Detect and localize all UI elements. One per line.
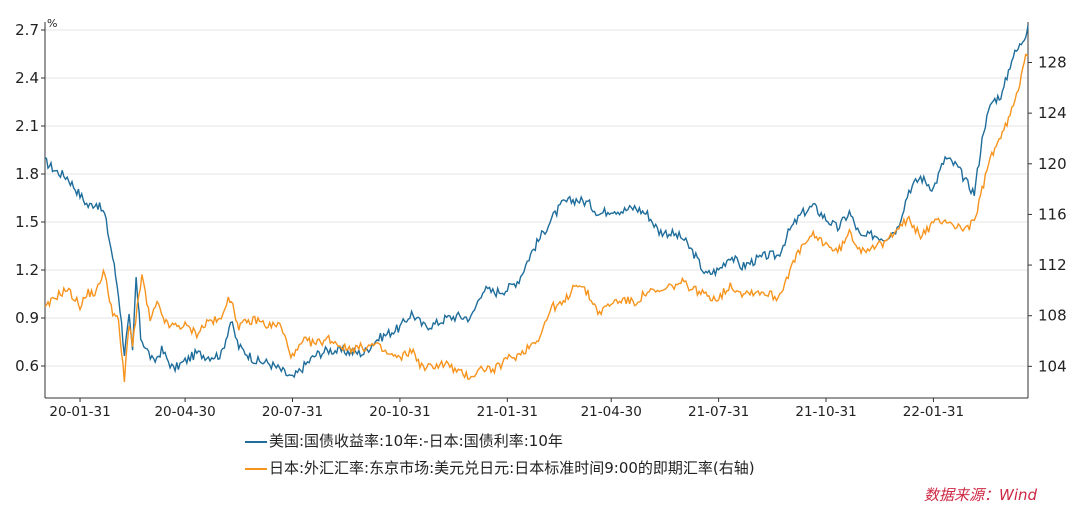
left-tick-label: 2.7 <box>15 21 39 39</box>
left-tick-label: 1.2 <box>15 261 39 279</box>
x-tick-label: 20-04-30 <box>154 404 215 420</box>
right-axis-ticks: 128 124 120 116 112 108 104 <box>1028 54 1067 375</box>
legend-item-usdjpy: 日本:外汇汇率:东京市场:美元兑日元:日本标准时间9:00的即期汇率(右轴) <box>245 457 755 478</box>
left-tick-label: 2.1 <box>15 117 39 135</box>
gridlines <box>45 29 1028 367</box>
left-axis-ticks: 2.7 2.4 2.1 1.8 1.5 1.2 0.9 0.6 <box>15 21 45 375</box>
x-tick-label: 20-07-31 <box>262 404 323 420</box>
right-tick-label: 112 <box>1038 256 1067 274</box>
x-tick-label: 20-01-31 <box>49 404 110 420</box>
x-axis-ticks: 20-01-31 20-04-30 20-07-31 20-10-31 21-01-31… <box>49 398 964 420</box>
left-tick-label: 2.4 <box>15 69 39 87</box>
right-tick-label: 120 <box>1038 155 1067 173</box>
right-tick-label: 124 <box>1038 104 1067 122</box>
x-tick-label: 20-10-31 <box>369 404 430 420</box>
right-tick-label: 104 <box>1038 357 1067 375</box>
legend-item-yield-spread: 美国:国债收益率:10年:-日本:国债利率:10年 <box>245 430 563 451</box>
left-axis-unit: % <box>47 17 57 30</box>
legend-swatch-blue <box>245 440 267 443</box>
series-line-yield-spread <box>44 25 1029 379</box>
x-tick-label: 21-04-30 <box>581 404 642 420</box>
left-tick-label: 1.8 <box>15 165 39 183</box>
left-tick-label: 0.9 <box>15 309 39 327</box>
legend-swatch-orange <box>245 467 267 470</box>
x-tick-label: 21-10-31 <box>795 404 856 420</box>
legend-label-yield-spread: 美国:国债收益率:10年:-日本:国债利率:10年 <box>269 432 563 450</box>
source-watermark: 数据来源：Wind <box>924 486 1038 504</box>
x-tick-label: 22-01-31 <box>903 404 964 420</box>
series-line-usdjpy <box>44 53 1029 383</box>
right-tick-label: 116 <box>1038 205 1067 223</box>
right-tick-label: 108 <box>1038 307 1067 325</box>
left-tick-label: 0.6 <box>15 357 39 375</box>
right-tick-label: 128 <box>1038 54 1067 72</box>
legend-label-usdjpy: 日本:外汇汇率:东京市场:美元兑日元:日本标准时间9:00的即期汇率(右轴) <box>269 459 755 477</box>
x-tick-label: 21-01-31 <box>477 404 538 420</box>
x-tick-label: 21-07-31 <box>688 404 749 420</box>
left-tick-label: 1.5 <box>15 213 39 231</box>
